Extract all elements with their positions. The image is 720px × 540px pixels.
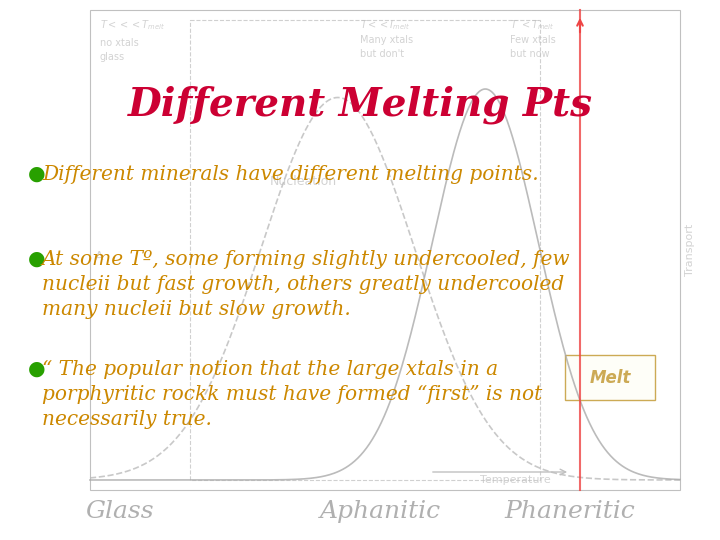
Text: ●: ●: [28, 360, 45, 379]
Text: Different Melting Pts: Different Melting Pts: [127, 86, 593, 124]
Text: ●: ●: [28, 165, 45, 184]
Text: A: A: [95, 250, 104, 263]
Text: but don't: but don't: [360, 49, 404, 59]
Text: no xtals: no xtals: [100, 38, 139, 48]
Text: $T << <T_{melt}$: $T << <T_{melt}$: [100, 18, 166, 32]
Text: “ The popular notion that the large xtals in a
porphyritic rockk must have forme: “ The popular notion that the large xtal…: [42, 360, 542, 429]
Text: $T << I_{melt}$: $T << I_{melt}$: [360, 18, 410, 32]
Text: Phaneritic: Phaneritic: [505, 500, 635, 523]
Bar: [565, 355, 655, 400]
Text: Different minerals have different melting points.: Different minerals have different meltin…: [42, 165, 539, 184]
Bar: [90, 10, 680, 490]
Text: Few xtals: Few xtals: [510, 35, 556, 45]
Text: Many xtals: Many xtals: [360, 35, 413, 45]
Text: glass: glass: [100, 52, 125, 62]
Text: Glass: Glass: [86, 500, 154, 523]
Text: Temperature: Temperature: [480, 475, 551, 485]
Bar: [190, 20, 540, 480]
Text: ●: ●: [28, 250, 45, 269]
Text: but now: but now: [510, 49, 549, 59]
Text: At some Tº, some forming slightly undercooled, few
nucleii but fast growth, othe: At some Tº, some forming slightly underc…: [42, 250, 571, 319]
Text: Aphanitic: Aphanitic: [320, 500, 441, 523]
Text: Transport: Transport: [685, 224, 695, 276]
Text: Melt: Melt: [589, 369, 631, 387]
Text: Nucleation: Nucleation: [270, 175, 337, 188]
Text: $T ~ <T_{melt}$: $T ~ <T_{melt}$: [510, 18, 554, 32]
